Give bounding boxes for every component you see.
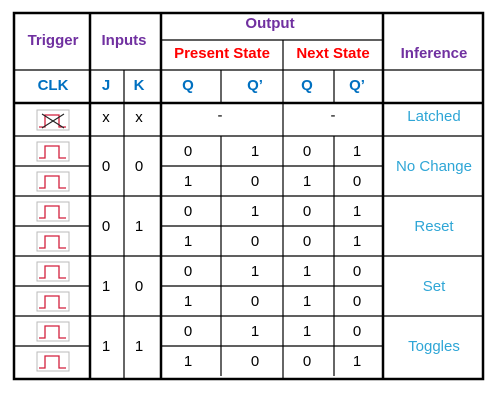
- next-qbar-value: 1: [353, 203, 361, 220]
- truth-table-group: 0 0 No Change 0 1 0 1 1 0 1 0: [36, 141, 472, 192]
- table-grid: [12, 11, 485, 381]
- next-qbar-header: Q’: [349, 77, 365, 94]
- k-header: K: [134, 77, 145, 94]
- j-value: 0: [102, 218, 110, 235]
- truth-table-group: 0 1 Reset 0 1 0 1 1 0 0 1: [36, 201, 454, 252]
- next-qbar-value: 0: [353, 323, 361, 340]
- present-qbar-value: 0: [251, 293, 259, 310]
- output-header: Output: [245, 15, 294, 32]
- next-qbar-value: 1: [353, 143, 361, 160]
- truth-table-group: 1 1 Toggles 0 1 1 0 1 0 0 1: [36, 321, 460, 372]
- trigger-header: Trigger: [28, 32, 79, 49]
- latched-j-value: x: [102, 109, 110, 126]
- clock-pulse-icon: [36, 171, 70, 192]
- inputs-header: Inputs: [102, 32, 147, 49]
- next-q-value: 1: [303, 293, 311, 310]
- j-value: 1: [102, 278, 110, 295]
- next-q-value: 0: [303, 353, 311, 370]
- present-q-value: 1: [184, 173, 192, 190]
- latched-inference: Latched: [407, 108, 460, 125]
- table-row: 0 1 1 0: [36, 261, 361, 282]
- next-q-value: 1: [303, 323, 311, 340]
- present-qbar-value: 1: [251, 323, 259, 340]
- inference-label: Set: [423, 278, 446, 295]
- next-q-header: Q: [301, 77, 313, 94]
- inference-label: Reset: [414, 218, 454, 235]
- next-state-header: Next State: [296, 45, 369, 62]
- present-q-value: 0: [184, 263, 192, 280]
- clock-pulse-icon: [36, 261, 70, 282]
- clock-pulse-icon: [36, 351, 70, 372]
- inference-header: Inference: [401, 45, 468, 62]
- latched-next-value: -: [331, 107, 336, 124]
- latched-present-value: -: [218, 107, 223, 124]
- present-qbar-value: 1: [251, 143, 259, 160]
- next-qbar-value: 0: [353, 263, 361, 280]
- present-qbar-header: Q’: [247, 77, 263, 94]
- clock-pulse-icon: [36, 231, 70, 252]
- present-qbar-value: 0: [251, 353, 259, 370]
- clock-pulse-icon: [36, 141, 70, 162]
- table-row: 1 0 0 1: [36, 231, 361, 252]
- table-row: 0 1 1 0: [36, 321, 361, 342]
- table-row: 1 0 1 0: [36, 291, 361, 312]
- k-value: 0: [135, 158, 143, 175]
- present-q-value: 1: [184, 353, 192, 370]
- present-state-header: Present State: [174, 45, 270, 62]
- next-q-value: 0: [303, 203, 311, 220]
- table-row: 0 1 0 1: [36, 141, 361, 162]
- inference-label: No Change: [396, 158, 472, 175]
- present-q-value: 0: [184, 203, 192, 220]
- truth-table-group: 1 0 Set 0 1 1 0 1 0 1 0: [36, 261, 446, 312]
- next-qbar-value: 1: [353, 353, 361, 370]
- next-qbar-value: 1: [353, 233, 361, 250]
- present-qbar-value: 1: [251, 203, 259, 220]
- k-value: 0: [135, 278, 143, 295]
- clock-pulse-icon: [36, 291, 70, 312]
- k-value: 1: [135, 338, 143, 355]
- present-q-value: 1: [184, 293, 192, 310]
- clk-header: CLK: [38, 77, 69, 94]
- present-qbar-value: 0: [251, 233, 259, 250]
- latched-k-value: x: [135, 109, 143, 126]
- table-body: 0 0 No Change 0 1 0 1 1 0 1 0 0 1 Reset 0 1 0 1 1 0 0 1 1 0 Set 0…: [36, 141, 472, 372]
- next-qbar-value: 0: [353, 293, 361, 310]
- table-row: 1 0 1 0: [36, 171, 361, 192]
- table-row: 0 1 0 1: [36, 201, 361, 222]
- k-value: 1: [135, 218, 143, 235]
- clock-pulse-icon: [36, 321, 70, 342]
- next-q-value: 1: [303, 173, 311, 190]
- present-q-header: Q: [182, 77, 194, 94]
- latched-row: x x - - Latched: [36, 107, 461, 131]
- next-q-value: 0: [303, 233, 311, 250]
- inference-label: Toggles: [408, 338, 460, 355]
- present-q-value: 0: [184, 143, 192, 160]
- present-q-value: 1: [184, 233, 192, 250]
- table-row: 1 0 0 1: [36, 351, 361, 372]
- present-qbar-value: 1: [251, 263, 259, 280]
- j-header: J: [102, 77, 110, 94]
- present-qbar-value: 0: [251, 173, 259, 190]
- table-header: Trigger Inputs Output Present State Next…: [28, 15, 468, 94]
- next-q-value: 1: [303, 263, 311, 280]
- j-value: 1: [102, 338, 110, 355]
- next-q-value: 0: [303, 143, 311, 160]
- clock-pulse-icon: [36, 201, 70, 222]
- next-qbar-value: 0: [353, 173, 361, 190]
- j-value: 0: [102, 158, 110, 175]
- crossed-clock-pulse-icon: [36, 109, 70, 131]
- present-q-value: 0: [184, 323, 192, 340]
